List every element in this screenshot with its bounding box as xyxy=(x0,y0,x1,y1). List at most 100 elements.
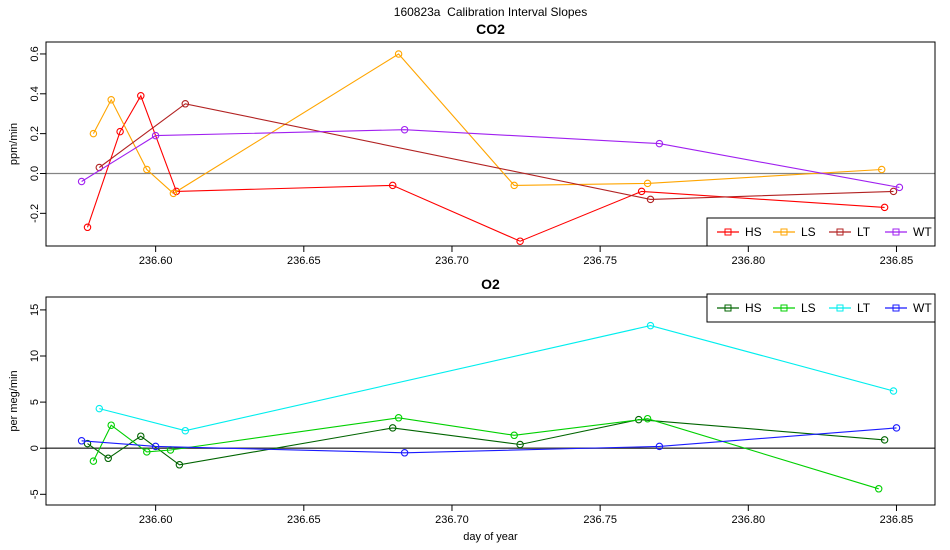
o2-series-HS-marker xyxy=(388,424,397,432)
co2-y-tick-label: -0.2 xyxy=(29,204,41,223)
co2-legend-WT-marker xyxy=(892,228,900,236)
co2-series-LT-marker xyxy=(889,187,898,196)
o2-series-WT-marker xyxy=(77,437,86,445)
co2-series-HS-marker xyxy=(388,181,397,190)
o2-legend-LT-label: LT xyxy=(857,301,871,315)
co2-series-LT-line xyxy=(98,103,894,200)
co2-series-LT-marker xyxy=(181,100,190,108)
o2-series-LT-marker xyxy=(181,426,190,435)
o2-series-LS-marker xyxy=(107,421,115,429)
o2-legend: HS LS LT WT xyxy=(706,293,936,323)
co2-legend-HS-marker xyxy=(724,228,732,236)
o2-y-tick-label: 5 xyxy=(29,399,41,405)
co2-y-tick-label: 0.6 xyxy=(29,46,41,61)
co2-legend-HS-label: HS xyxy=(745,225,762,239)
o2-y-tick-label: 15 xyxy=(29,304,41,316)
o2-x-tick-label: 236.75 xyxy=(583,514,617,526)
o2-series-HS-marker xyxy=(880,436,889,444)
co2-y-tick-label: 0.2 xyxy=(29,126,41,141)
co2-series-WT-line xyxy=(81,129,900,188)
co2-legend-LS-marker xyxy=(780,228,788,236)
co2-series-LT-marker xyxy=(646,195,655,204)
o2-y-tick-label: 10 xyxy=(29,350,41,362)
o2-plot-border xyxy=(45,296,936,506)
o2-legend-WT-marker xyxy=(892,304,900,312)
o2-panel-title: O2 xyxy=(481,276,500,292)
co2-series-HS-marker xyxy=(83,223,92,232)
co2-legend-LS-label: LS xyxy=(801,225,816,239)
co2-series-LS-marker xyxy=(143,165,151,174)
co2-series-LS-marker xyxy=(107,96,115,104)
o2-series-WT-line xyxy=(81,427,897,454)
o2-x-tick-label: 236.60 xyxy=(139,514,173,526)
o2-series-WT-marker xyxy=(655,442,664,451)
o2-series-HS-marker xyxy=(83,439,92,448)
o2-series-LS-marker xyxy=(874,485,883,493)
co2-series-LS-marker xyxy=(643,179,652,188)
o2-legend-HS-marker xyxy=(724,304,732,312)
co2-x-tick-label: 236.75 xyxy=(583,255,617,267)
o2-series-LT-marker xyxy=(95,404,104,413)
co2-x-tick-label: 236.60 xyxy=(139,255,173,267)
co2-series-LS-marker xyxy=(877,165,886,174)
x-axis-label: day of year xyxy=(463,531,518,543)
o2-series-LT-marker xyxy=(889,387,898,395)
main-title: 160823a Calibration Interval Slopes xyxy=(393,5,588,19)
co2-series-WT-marker xyxy=(151,131,160,140)
o2-legend-LT-marker xyxy=(836,304,844,312)
co2-x-tick-label: 236.65 xyxy=(287,255,321,267)
co2-x-tick-label: 236.85 xyxy=(880,255,914,267)
o2-series-LS-marker xyxy=(510,431,518,440)
o2-legend-LS-marker xyxy=(780,304,788,312)
o2-series-HS-marker xyxy=(175,461,184,469)
co2-series-HS-marker xyxy=(137,92,145,100)
co2-series-LS-marker xyxy=(394,50,403,58)
co2-x-tick-label: 236.80 xyxy=(731,255,765,267)
co2-legend-LT-marker xyxy=(836,228,844,236)
co2-panel-title: CO2 xyxy=(476,21,505,37)
o2-series-WT-marker xyxy=(400,449,409,457)
co2-series-LS-marker xyxy=(169,189,178,198)
co2-series-WT-marker xyxy=(77,177,86,186)
co2-panel: -0.2 0.0 0.2 0.4 0.6 236.60 236.65 236.70 236.75… xyxy=(29,41,936,267)
co2-legend-LT-label: LT xyxy=(857,225,871,239)
o2-legend-HS-label: HS xyxy=(745,301,762,315)
o2-series-HS-marker xyxy=(104,454,112,463)
o2-series-HS-line xyxy=(87,419,885,466)
co2-series-WT-marker xyxy=(400,125,409,134)
o2-series-WT-marker xyxy=(151,442,160,451)
co2-y-tick-label: 0.0 xyxy=(29,166,41,181)
o2-legend-WT-label: WT xyxy=(913,301,932,315)
co2-series-WT-marker xyxy=(895,183,904,192)
o2-series-HS-marker xyxy=(516,440,524,449)
co2-series-HS-marker xyxy=(637,187,646,196)
o2-x-tick-label: 236.65 xyxy=(287,514,321,526)
o2-x-tick-label: 236.80 xyxy=(731,514,765,526)
o2-y-tick-label: 0 xyxy=(29,445,41,451)
co2-series-HS-marker xyxy=(116,127,124,136)
o2-panel: -5 0 5 10 15 236.60 236.65 236.70 236.75 236.80 23… xyxy=(29,293,936,526)
o2-x-tick-label: 236.85 xyxy=(880,514,914,526)
co2-y-tick-label: 0.4 xyxy=(29,86,41,101)
o2-series-LT-line xyxy=(99,325,894,432)
o2-series-HS-marker xyxy=(137,432,145,440)
o2-series-LS-marker xyxy=(643,414,652,423)
co2-plot-border xyxy=(45,41,936,247)
co2-legend: HS LS LT WT xyxy=(706,217,936,247)
co2-series-WT-marker xyxy=(655,139,664,148)
co2-series-LS-marker xyxy=(510,181,518,190)
o2-series-WT-marker xyxy=(892,424,901,432)
co2-series-HS-marker xyxy=(516,237,524,245)
o2-series-LT-marker xyxy=(646,321,655,330)
o2-series-LS-marker xyxy=(394,414,403,422)
co2-legend-WT-label: WT xyxy=(913,225,932,239)
co2-series-HS-marker xyxy=(880,203,889,212)
o2-legend-LS-label: LS xyxy=(801,301,816,315)
co2-series-LS-line xyxy=(92,53,882,195)
o2-x-tick-label: 236.70 xyxy=(435,514,469,526)
o2-series-LS-marker xyxy=(143,448,151,456)
o2-series-LS-marker xyxy=(89,457,98,465)
o2-series-LS-line xyxy=(92,417,879,490)
